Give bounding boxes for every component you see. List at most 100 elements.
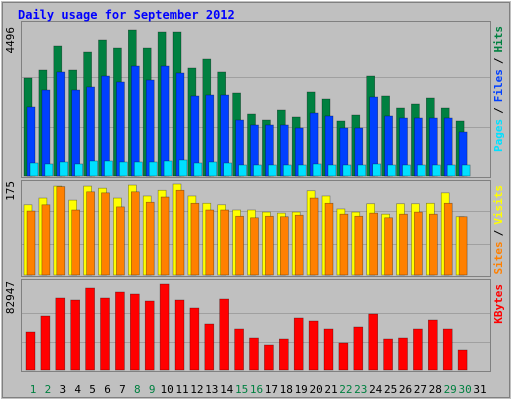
bar bbox=[383, 338, 393, 371]
bar bbox=[234, 328, 244, 371]
bar bbox=[41, 204, 51, 276]
bar bbox=[427, 319, 438, 371]
bar bbox=[357, 164, 367, 177]
x-tick-label: 4 bbox=[74, 383, 81, 396]
x-tick-label: 8 bbox=[134, 383, 141, 396]
x-tick-label: 19 bbox=[295, 383, 308, 396]
legend: Sites / Visits bbox=[492, 185, 505, 275]
bar bbox=[56, 71, 66, 177]
x-tick-label: 20 bbox=[309, 383, 322, 396]
bar bbox=[71, 209, 80, 276]
bar bbox=[339, 213, 349, 276]
bar bbox=[457, 349, 468, 371]
bar bbox=[205, 209, 215, 276]
legend-entry: Hits bbox=[492, 26, 505, 53]
bar bbox=[26, 210, 36, 276]
bar bbox=[297, 164, 307, 177]
x-tick-label: 14 bbox=[220, 383, 234, 396]
bar bbox=[327, 164, 337, 177]
bar bbox=[308, 320, 319, 371]
bar bbox=[353, 326, 364, 371]
bar bbox=[131, 191, 140, 276]
bar bbox=[59, 161, 69, 177]
bar bbox=[148, 161, 158, 177]
bar bbox=[174, 299, 185, 371]
bar bbox=[323, 328, 334, 371]
bar bbox=[25, 331, 36, 371]
bar bbox=[219, 298, 229, 371]
bar bbox=[190, 202, 200, 276]
bar bbox=[282, 164, 292, 177]
x-tick-label: 15 bbox=[235, 383, 248, 396]
bar bbox=[354, 215, 364, 276]
y-tick-label: 175 bbox=[4, 181, 17, 201]
bar bbox=[85, 287, 95, 371]
bar bbox=[402, 164, 411, 177]
x-tick-label: 18 bbox=[280, 383, 293, 396]
legend-entry: Files bbox=[492, 69, 505, 102]
bar bbox=[238, 164, 247, 177]
x-tick-label: 12 bbox=[190, 383, 203, 396]
x-tick-label: 25 bbox=[384, 383, 397, 396]
bar bbox=[309, 197, 319, 276]
bar bbox=[101, 192, 110, 276]
x-tick-label: 17 bbox=[265, 383, 278, 396]
bar bbox=[372, 163, 382, 177]
bar bbox=[119, 161, 128, 177]
x-tick-label: 30 bbox=[458, 383, 471, 396]
x-tick-label: 31 bbox=[473, 383, 486, 396]
legend-separator: / bbox=[492, 57, 505, 64]
bar bbox=[130, 293, 140, 371]
bar bbox=[431, 164, 441, 177]
x-tick-label: 22 bbox=[339, 383, 352, 396]
x-tick-label: 1 bbox=[30, 383, 37, 396]
bar bbox=[115, 291, 125, 371]
bar bbox=[278, 338, 289, 371]
y-tick-label: 82947 bbox=[4, 281, 17, 314]
bar bbox=[145, 79, 155, 177]
bar bbox=[29, 162, 39, 177]
bar bbox=[294, 214, 304, 276]
bar bbox=[189, 307, 200, 371]
bar bbox=[89, 160, 98, 177]
x-tick-label: 3 bbox=[59, 383, 66, 396]
bar bbox=[446, 164, 456, 177]
bar bbox=[324, 202, 334, 276]
legend-separator: / bbox=[492, 229, 505, 236]
bar bbox=[387, 164, 396, 177]
bar bbox=[417, 164, 426, 177]
bar bbox=[40, 315, 51, 371]
bar bbox=[235, 215, 244, 276]
bar bbox=[264, 344, 274, 371]
bar bbox=[413, 328, 423, 371]
legend-entry: Pages bbox=[492, 119, 505, 152]
bar bbox=[175, 189, 185, 276]
legend-separator: / bbox=[492, 107, 505, 114]
bar bbox=[220, 209, 229, 276]
x-tick-label: 6 bbox=[104, 383, 111, 396]
bar bbox=[116, 206, 125, 276]
bar bbox=[223, 162, 232, 177]
bar bbox=[193, 162, 203, 177]
x-tick-label: 16 bbox=[250, 383, 263, 396]
bar bbox=[159, 283, 170, 371]
bar bbox=[144, 300, 155, 371]
x-tick-label: 27 bbox=[414, 383, 427, 396]
legend: KBytes bbox=[492, 284, 505, 324]
bar bbox=[253, 164, 262, 177]
bar bbox=[134, 161, 143, 177]
bar bbox=[71, 89, 80, 177]
legend-entry: Sites bbox=[492, 241, 505, 274]
bar bbox=[250, 217, 259, 276]
bar bbox=[74, 163, 83, 177]
x-tick-label: 23 bbox=[354, 383, 367, 396]
bar bbox=[428, 213, 438, 276]
bar bbox=[208, 161, 218, 177]
bar bbox=[249, 337, 259, 371]
bar bbox=[399, 213, 408, 276]
bar bbox=[104, 160, 113, 177]
legend-entry: KBytes bbox=[492, 284, 505, 324]
x-tick-label: 10 bbox=[160, 383, 173, 396]
